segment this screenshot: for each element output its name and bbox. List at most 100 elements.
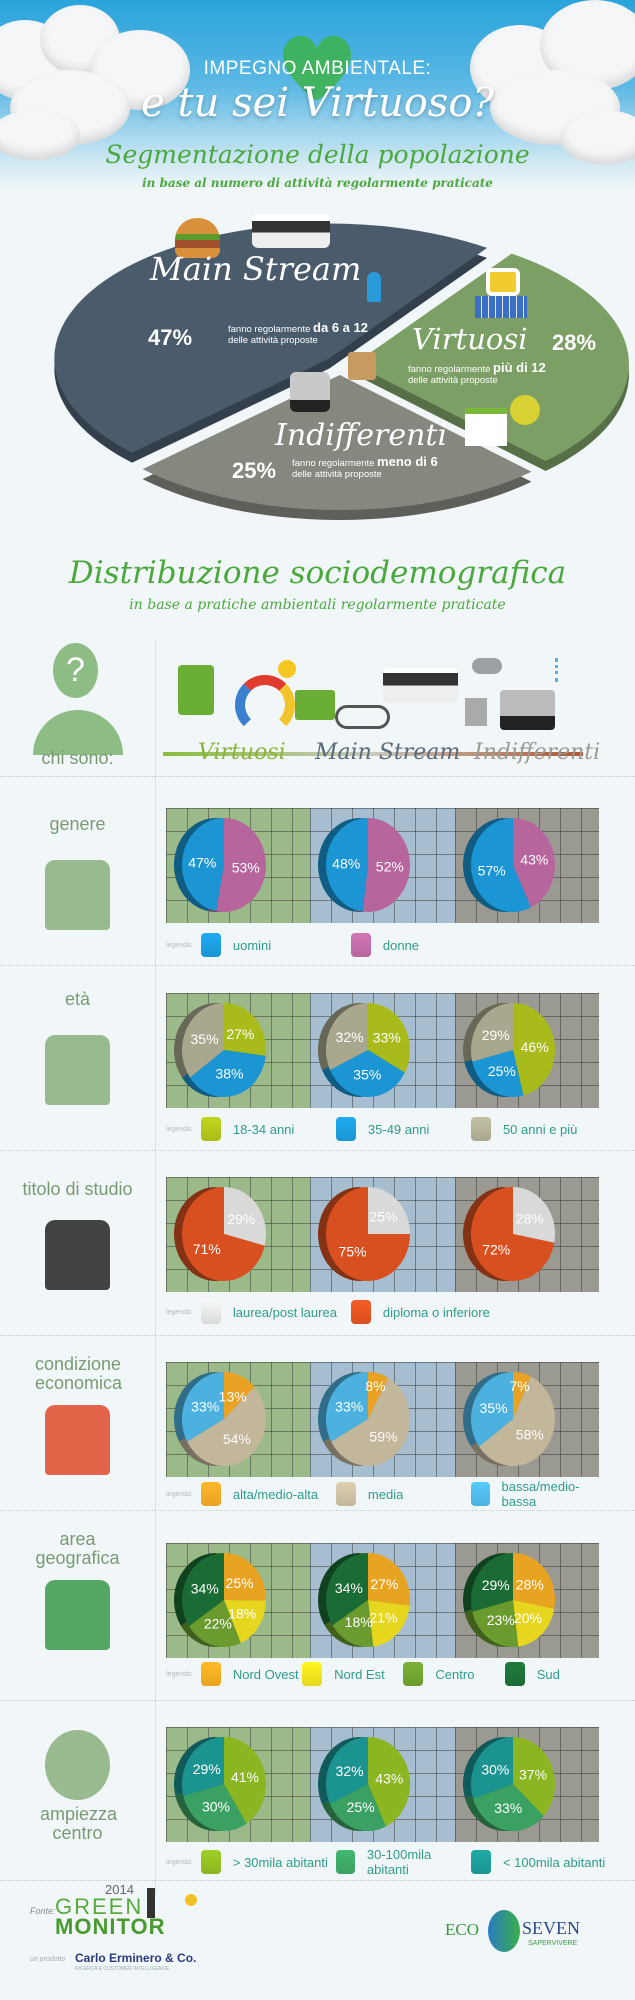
pie-data-label: 57% [477,862,505,878]
trash-can-icon [465,698,487,726]
pie-slice-30-100mila-abitanti [183,1784,247,1831]
pie-column-mainstream: 52% 48% [310,808,455,923]
pie-column-virtuosi: 27% 38% 35% [166,993,311,1108]
company-subtitle: RICERCA E CUSTOMER INTELLIGENCE [75,1966,170,1972]
pie-chart-mainstream: 25% 75% [318,1187,411,1281]
bicycle-icon [335,705,390,729]
pie-slice-diploma-o-inferiore [182,1187,265,1281]
indifferenti-percent: 25% [232,458,277,483]
pie-column-indifferenti: 28% 20% 23% 29% [454,1543,599,1658]
header-line1: IMPEGNO AMBIENTALE: [203,58,432,79]
pie-chart-virtuosi: 29% 71% [174,1187,266,1281]
pie-panel: 27% 38% 35% 33% 35% 32% 46% 25% 29% [166,993,599,1108]
mainstream-title: Main Stream [150,250,362,288]
pie-data-label: 18% [228,1606,256,1622]
pie-slice-sud [182,1553,224,1627]
logo-green: GREEN [55,1894,144,1919]
pie-data-label: 33% [373,1030,401,1046]
sapervivere-text: SAPERVIVERE [528,1940,578,1947]
desc-text: delle attività proposte [408,375,498,386]
pie-column-virtuosi: 41% 30% 29% [166,1727,311,1842]
legend-swatch [470,1850,491,1874]
pie-column-virtuosi: 25% 18% 22% 34% [166,1543,311,1658]
pie-slice-sud [326,1553,369,1626]
column-divider [155,640,156,1895]
legend-swatch [200,1662,221,1686]
legend: legenda: 18-34 anni 35-49 anni 50 anni e pi… [166,1117,606,1141]
pie-data-label: 18% [345,1614,373,1630]
pie-slice-bassa-medio-bassa [182,1372,224,1442]
pie-column-indifferenti: 43% 57% [454,808,599,923]
pie-chart-indifferenti: 43% 57% [462,818,555,912]
legend-swatch [470,1117,491,1141]
legend-swatch [504,1662,525,1686]
pie-slice-bassa-medio-bassa [470,1372,513,1447]
house-icon [465,408,507,446]
distribution-title: Distribuzione sociodemografica [68,555,567,591]
pie-column-virtuosi: 53% 47% [166,808,311,923]
legend-word: legenda: [166,1858,193,1866]
pie-slice-alta-medio-alta [368,1372,389,1419]
pie-data-label: 30% [202,1799,230,1815]
legend-label: alta/medio-alta [232,1486,319,1502]
legend-swatch [200,933,221,957]
desc-text: fanno regolarmente [292,458,375,469]
family-icon [45,1035,110,1105]
pie-chart-indifferenti: 28% 72% [462,1187,555,1281]
legend-label: bassa/medio-bassa [501,1479,580,1509]
legend-item: 30-100mila abitanti [335,1847,471,1877]
pie-data-label: 25% [488,1063,516,1079]
pie-slice-media [331,1377,411,1466]
row-eta: età 27% 38% 35% 33% 35% 32% 46% 25% 29% legenda: 18… [0,965,635,1151]
legend-label: uomini [232,937,272,953]
pie-data-label: 28% [515,1576,543,1592]
smog-cloud-icon [472,658,502,674]
pie-slice-nord-ovest [368,1553,411,1606]
legend-swatch [403,1662,424,1686]
truck-icon [500,690,555,730]
legend-label: 18-34 anni [232,1121,295,1137]
pie-chart-mainstream: 52% 48% [318,818,411,912]
pie-data-label: 20% [514,1610,542,1626]
logo-monitor: MONITOR [55,1914,166,1939]
pie-column-virtuosi: 13% 54% 33% [166,1362,311,1477]
pie-slice-sud [470,1553,513,1612]
bus-icon [383,668,458,703]
pie-data-label: 32% [336,1029,364,1045]
pie-slice-alta-medio-alta [512,1372,531,1419]
recycle-bin-icon [178,665,214,715]
pie-slice--30mila-abitanti [224,1737,266,1824]
pie-panel: 13% 54% 33% 8% 59% 33% 7% 58% 35% [166,1362,599,1477]
legend: legenda: uomini donne [166,933,606,957]
virtuosi-slice [353,253,629,461]
eco-logo-text: ECO [445,1920,479,1939]
pie-column-virtuosi: 29% 71% [166,1177,311,1292]
italy-map-icon [45,1580,110,1650]
pie-slice-donne [363,818,411,912]
pie-data-label: 29% [481,1577,509,1593]
green-monitor-logo: 2014 GREEN MONITOR [55,1882,200,1939]
pie-panel: 29% 71% 25% 75% 28% 72% [166,1177,599,1292]
apple-icon [510,395,540,425]
pie-slice-18-34-anni [512,1003,555,1096]
pie-slice-centro [189,1600,241,1647]
pie-column-mainstream: 33% 35% 32% [310,993,455,1108]
source-label: Fonte: [30,1906,56,1916]
pie-column-indifferenti: 28% 72% [454,1177,599,1292]
pie-data-label: 43% [520,852,548,868]
pie-data-label: 29% [227,1211,255,1227]
pie-slice--100mila-abitanti [326,1737,369,1805]
pie-data-label: 35% [191,1031,219,1047]
indifferenti-title: Indifferenti [275,418,448,453]
desc-strong: meno di 6 [377,454,438,469]
legend-label: Centro [435,1666,475,1682]
pie-slice-50-anni-e-pi- [182,1003,224,1078]
pie-data-label: 33% [191,1399,219,1415]
legend-label: diploma o inferiore [382,1304,490,1320]
pie-data-label: 48% [333,855,361,871]
graduation-cap-icon [45,1220,110,1290]
chi-sono-label: chi sono: [41,748,114,768]
legend-item: 35-49 anni [335,1117,471,1141]
company-name: Carlo Erminero & Co. [75,1951,197,1965]
pie-slice-18-34-anni [224,1003,266,1056]
